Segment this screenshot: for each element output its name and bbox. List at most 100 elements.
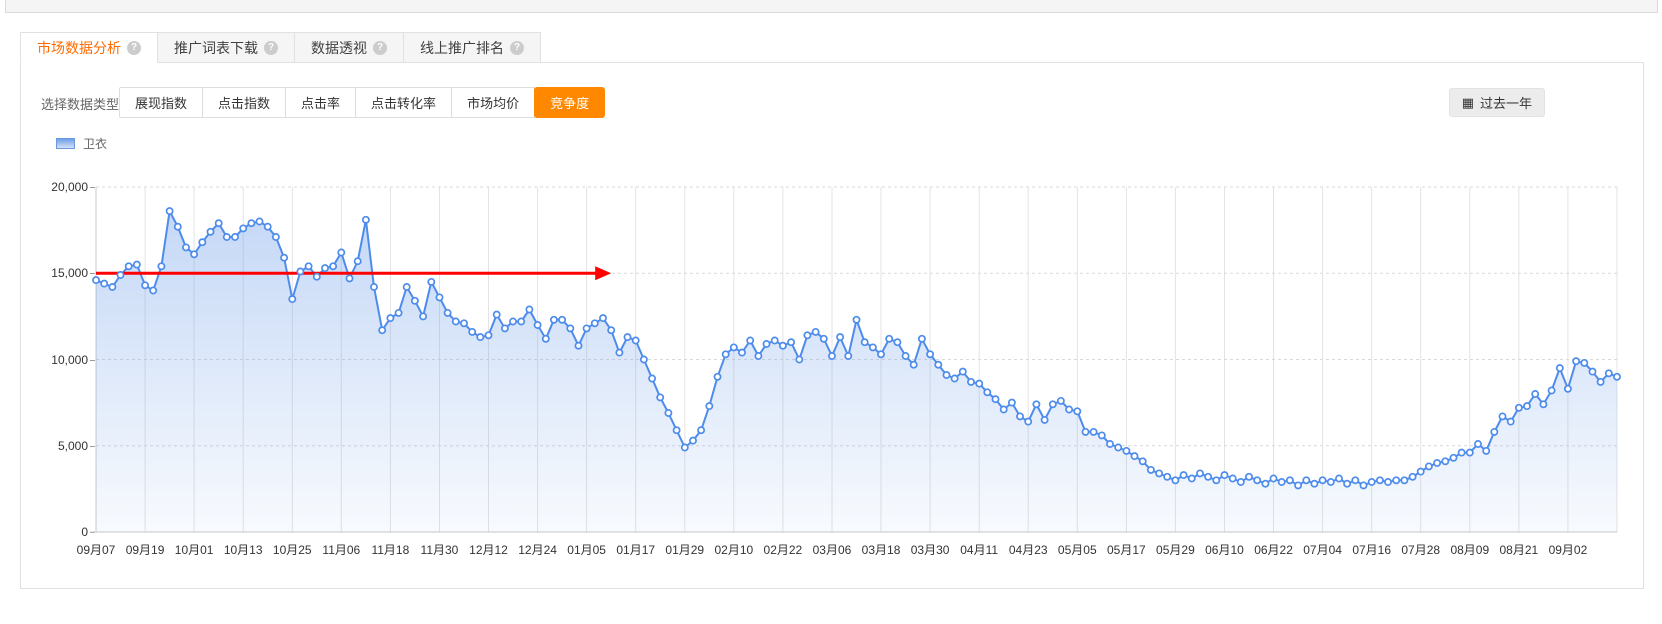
data-point-marker bbox=[92, 276, 100, 285]
data-point-marker bbox=[672, 426, 681, 435]
y-axis-tick-mark bbox=[90, 273, 95, 275]
annotation-arrow-head bbox=[595, 266, 612, 281]
data-point-marker bbox=[836, 333, 845, 342]
data-point-marker bbox=[1384, 478, 1392, 486]
data-point-marker bbox=[778, 341, 787, 350]
x-axis-tick-label: 07月28 bbox=[1401, 543, 1441, 557]
data-point-marker bbox=[1523, 402, 1531, 411]
date-range-button[interactable]: ▦ 过去一年 bbox=[1448, 88, 1545, 117]
data-point-marker bbox=[705, 402, 714, 411]
data-point-marker bbox=[1318, 476, 1327, 485]
tab-2[interactable]: 数据透视? bbox=[295, 32, 404, 63]
tab-1[interactable]: 推广词表下载? bbox=[158, 32, 295, 63]
data-type-button-1[interactable]: 点击指数 bbox=[202, 87, 287, 118]
data-point-marker bbox=[1171, 476, 1180, 485]
data-point-marker bbox=[1441, 457, 1450, 466]
data-point-marker bbox=[1081, 427, 1090, 436]
data-point-marker bbox=[967, 377, 975, 386]
data-point-marker bbox=[1122, 446, 1131, 455]
x-axis-tick-label: 03月18 bbox=[861, 543, 901, 557]
help-icon[interactable]: ? bbox=[127, 40, 141, 55]
data-point-marker bbox=[1433, 459, 1442, 467]
data-point-marker bbox=[917, 334, 926, 343]
data-type-button-4[interactable]: 市场均价 bbox=[451, 87, 536, 118]
data-point-marker bbox=[165, 207, 174, 216]
data-point-marker bbox=[819, 334, 828, 343]
data-point-marker bbox=[476, 333, 485, 342]
help-icon[interactable]: ? bbox=[264, 40, 278, 55]
data-point-marker bbox=[1482, 446, 1491, 455]
calendar-icon: ▦ bbox=[1461, 95, 1474, 110]
data-point-marker bbox=[844, 352, 853, 360]
data-point-marker bbox=[239, 224, 248, 233]
data-point-marker bbox=[1416, 467, 1425, 476]
chart-legend: 卫衣 bbox=[56, 135, 107, 152]
tab-label: 线上推广排名 bbox=[420, 39, 504, 56]
help-icon[interactable]: ? bbox=[373, 40, 387, 55]
data-point-marker bbox=[1604, 369, 1613, 378]
y-axis-tick-label: 5,000 bbox=[57, 438, 88, 453]
tab-3[interactable]: 线上推广排名? bbox=[404, 32, 541, 63]
data-point-marker bbox=[991, 395, 1000, 404]
data-point-marker bbox=[738, 348, 746, 357]
data-point-marker bbox=[558, 315, 567, 324]
data-point-marker bbox=[492, 310, 501, 319]
data-type-button-2[interactable]: 点击率 bbox=[285, 87, 357, 118]
data-point-marker bbox=[909, 360, 918, 369]
x-axis-tick-label: 03月06 bbox=[812, 543, 852, 557]
tab-0[interactable]: 市场数据分析? bbox=[20, 32, 158, 63]
data-point-marker bbox=[697, 426, 706, 435]
data-point-marker bbox=[1563, 384, 1572, 393]
data-type-button-0[interactable]: 展现指数 bbox=[119, 87, 204, 118]
data-point-marker bbox=[1138, 457, 1147, 466]
x-axis-tick-label: 11月18 bbox=[371, 543, 410, 557]
x-axis-tick-label: 03月30 bbox=[910, 543, 950, 557]
data-point-marker bbox=[1457, 448, 1466, 457]
data-point-marker bbox=[868, 343, 877, 352]
data-point-marker bbox=[1359, 481, 1368, 490]
data-point-marker bbox=[443, 308, 452, 317]
data-point-marker bbox=[525, 305, 534, 314]
x-axis-tick-label: 11月30 bbox=[420, 543, 459, 557]
data-point-marker bbox=[141, 281, 150, 290]
data-point-marker bbox=[1400, 476, 1409, 485]
data-point-marker bbox=[607, 326, 616, 335]
data-type-button-5[interactable]: 竞争度 bbox=[534, 87, 606, 118]
data-point-marker bbox=[198, 238, 207, 247]
data-point-marker bbox=[500, 324, 509, 333]
data-point-marker bbox=[926, 350, 935, 359]
x-axis-tick-label: 05月17 bbox=[1106, 543, 1146, 557]
data-point-marker bbox=[958, 367, 967, 376]
data-point-marker bbox=[1498, 412, 1507, 421]
data-point-marker bbox=[1490, 427, 1499, 436]
data-point-marker bbox=[885, 334, 894, 343]
data-point-marker bbox=[1424, 462, 1433, 471]
data-point-marker bbox=[1613, 372, 1621, 381]
data-point-marker bbox=[1024, 417, 1033, 426]
data-point-marker bbox=[975, 379, 984, 388]
data-point-marker bbox=[410, 296, 419, 305]
data-point-marker bbox=[639, 355, 648, 364]
data-point-marker bbox=[533, 321, 542, 329]
tab-label: 市场数据分析 bbox=[37, 39, 121, 56]
y-axis-tick-mark bbox=[90, 187, 95, 188]
data-point-marker bbox=[877, 350, 885, 359]
data-point-marker bbox=[1048, 400, 1057, 409]
data-point-marker bbox=[124, 262, 133, 271]
x-axis-tick-label: 08月21 bbox=[1499, 543, 1539, 557]
data-point-marker bbox=[1007, 398, 1016, 407]
data-point-marker bbox=[689, 436, 697, 445]
data-point-marker bbox=[304, 262, 313, 271]
data-point-marker bbox=[721, 350, 730, 359]
market-analysis-panel: 选择数据类型： 展现指数 点击指数 点击率 点击转化率 市场均价 竞争度 ▦ 过去一年 卫… bbox=[20, 62, 1644, 589]
data-point-marker bbox=[1155, 469, 1164, 478]
competition-index-chart[interactable] bbox=[90, 184, 1621, 536]
data-point-marker bbox=[541, 334, 550, 343]
data-type-button-3[interactable]: 点击转化率 bbox=[355, 87, 453, 118]
data-point-marker bbox=[1572, 357, 1581, 366]
data-point-marker bbox=[901, 352, 910, 360]
data-point-marker bbox=[1114, 443, 1123, 452]
data-point-marker bbox=[1449, 453, 1458, 462]
help-icon[interactable]: ? bbox=[510, 40, 524, 55]
x-axis-tick-label: 10月25 bbox=[272, 543, 312, 557]
